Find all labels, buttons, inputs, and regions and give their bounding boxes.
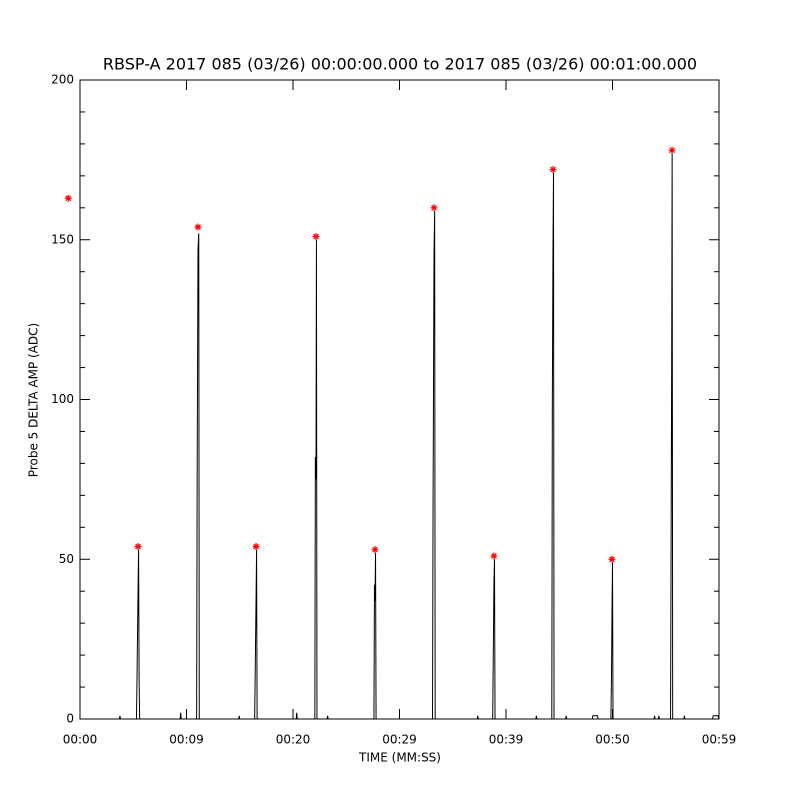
peak-marker [194, 223, 202, 231]
peak-marker [608, 555, 616, 563]
plot-frame [79, 79, 720, 720]
peak-marker [549, 165, 557, 173]
peak-marker [668, 146, 676, 154]
y-axis-label: Probe 5 DELTA AMP (ADC) [27, 323, 41, 477]
x-tick-label: 00:20 [276, 733, 311, 747]
peak-marker [430, 204, 438, 212]
x-tick-label: 00:00 [63, 733, 98, 747]
peak-marker [134, 542, 142, 550]
y-tick-label: 50 [59, 552, 74, 566]
x-tick-label: 00:29 [382, 733, 417, 747]
x-tick-label: 00:09 [169, 733, 204, 747]
x-tick-label: 00:39 [489, 733, 524, 747]
y-tick-label: 100 [51, 392, 74, 406]
x-tick-label: 00:50 [595, 733, 630, 747]
x-tick-label: 00:59 [702, 733, 737, 747]
y-tick-label: 200 [51, 73, 74, 87]
peak-marker [64, 194, 72, 202]
x-axis-label: TIME (MM:SS) [358, 751, 441, 765]
data-line [80, 153, 720, 720]
y-tick-label: 0 [66, 712, 74, 726]
peak-marker [490, 552, 498, 560]
peak-marker [312, 233, 320, 241]
chart-title: RBSP-A 2017 085 (03/26) 00:00:00.000 to … [103, 55, 697, 74]
y-tick-label: 150 [51, 232, 74, 246]
peak-marker [371, 546, 379, 554]
peak-marker [252, 542, 260, 550]
